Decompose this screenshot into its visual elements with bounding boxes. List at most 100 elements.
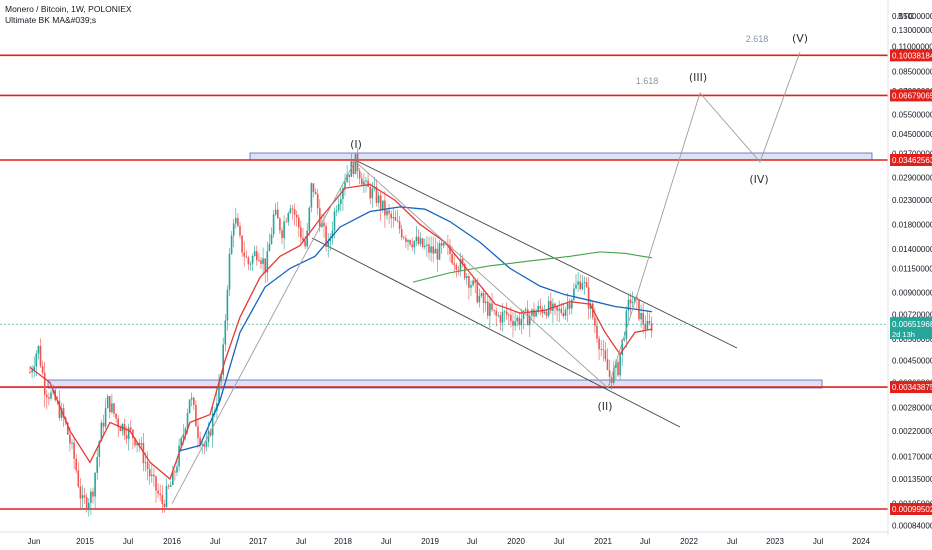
candle-body — [459, 258, 462, 271]
candle-body — [634, 296, 636, 303]
candle-body — [220, 375, 222, 382]
candle-body — [442, 242, 445, 246]
candle-body — [148, 469, 151, 477]
level-price-label: 0.06679065 — [892, 91, 932, 100]
candle-body — [316, 194, 319, 209]
candle-body — [289, 208, 292, 214]
time-tick-label: 2018 — [334, 537, 352, 546]
candle-body — [83, 495, 86, 498]
time-tick-label: Jul — [210, 537, 220, 546]
candles — [29, 147, 653, 517]
candle-body — [537, 305, 539, 312]
horizontal-levels — [0, 54, 888, 510]
price-tick-label: 0.00170000 — [892, 452, 932, 461]
candle-body — [134, 438, 136, 446]
candle-body — [159, 493, 161, 496]
candle-body — [421, 238, 424, 248]
candle-body — [228, 253, 231, 290]
level-price-tag — [890, 381, 932, 394]
candle-body — [127, 427, 130, 439]
candle-body — [176, 466, 178, 473]
candle-body — [319, 208, 321, 228]
ma-red-line — [29, 183, 653, 481]
candle-body — [342, 188, 344, 200]
candle-body — [533, 309, 535, 317]
price-tick-label: 0.05500000 — [892, 111, 932, 120]
wave-label: (II) — [597, 400, 612, 413]
candle-body — [474, 280, 476, 283]
candle-body — [566, 303, 569, 310]
wave-one-line — [171, 161, 356, 504]
candle-body — [199, 437, 201, 445]
level-price-label: 0.03462563 — [892, 156, 932, 165]
price-tick-label: 0.00084000 — [892, 522, 932, 531]
candle-body — [596, 325, 598, 339]
candle-body — [79, 486, 82, 499]
candle-body — [230, 235, 233, 254]
symbol-title[interactable]: Monero / Bitcoin, 1W, POLONIEX — [5, 4, 132, 14]
time-tick-label: 2023 — [766, 537, 784, 546]
candle-body — [610, 376, 613, 383]
candle-body — [499, 315, 502, 323]
candle-body — [354, 153, 357, 174]
candle-body — [323, 222, 325, 227]
candle-body — [167, 485, 170, 487]
candle-body — [571, 299, 573, 309]
candle-body — [367, 180, 369, 187]
candle-body — [77, 470, 80, 487]
channel-lower-line — [311, 237, 681, 428]
candle-body — [180, 438, 182, 446]
candle-body — [613, 367, 615, 383]
candle-body — [510, 314, 512, 321]
candle-body — [369, 186, 371, 199]
price-tick-label: 0.08500000 — [892, 68, 932, 77]
candle-body — [119, 427, 122, 432]
moving-averages — [29, 183, 653, 481]
candle-body — [69, 434, 71, 444]
candle-body — [197, 426, 199, 438]
candle-body — [300, 227, 302, 238]
candle-body — [482, 293, 485, 303]
candle-body — [644, 324, 647, 330]
candle-body — [579, 281, 581, 290]
level-price-tag — [890, 503, 932, 515]
fib-label: 1.618 — [636, 76, 659, 86]
candle-body — [41, 366, 44, 373]
candle-body — [205, 442, 208, 447]
candle-body — [302, 237, 304, 241]
candle-body — [344, 181, 346, 189]
candle-body — [96, 457, 98, 473]
candle-body — [123, 424, 126, 436]
indicator-title[interactable]: Ultimate BK MA&#039;s — [5, 15, 97, 25]
time-tick-label: Jul — [296, 537, 306, 546]
candle-body — [182, 434, 185, 439]
candle-body — [621, 339, 623, 355]
projection-path — [607, 51, 801, 389]
candle-body — [556, 306, 558, 311]
candle-body — [333, 211, 336, 231]
candle-body — [106, 396, 109, 409]
candle-body — [470, 285, 472, 288]
candle-body — [115, 413, 117, 419]
price-tick-label: 0.00450000 — [892, 357, 932, 366]
price-tick-label: 0.15000000 — [892, 12, 932, 21]
candle-body — [308, 207, 311, 231]
candle-body — [144, 462, 147, 464]
candle-body — [384, 200, 386, 216]
level-price-label: 0.10038184 — [892, 51, 932, 60]
candle-body — [195, 404, 197, 427]
candle-body — [125, 435, 128, 439]
candle-body — [39, 346, 42, 367]
candle-body — [484, 301, 487, 303]
candle-body — [249, 263, 252, 265]
candle-body — [146, 462, 149, 470]
candle-body — [455, 264, 458, 270]
candle-body — [505, 311, 508, 315]
candle-body — [631, 302, 634, 304]
candle-body — [487, 301, 489, 316]
candle-body — [625, 310, 628, 339]
candle-body — [211, 413, 214, 436]
candle-body — [554, 303, 556, 307]
time-tick-label: Jul — [727, 537, 737, 546]
